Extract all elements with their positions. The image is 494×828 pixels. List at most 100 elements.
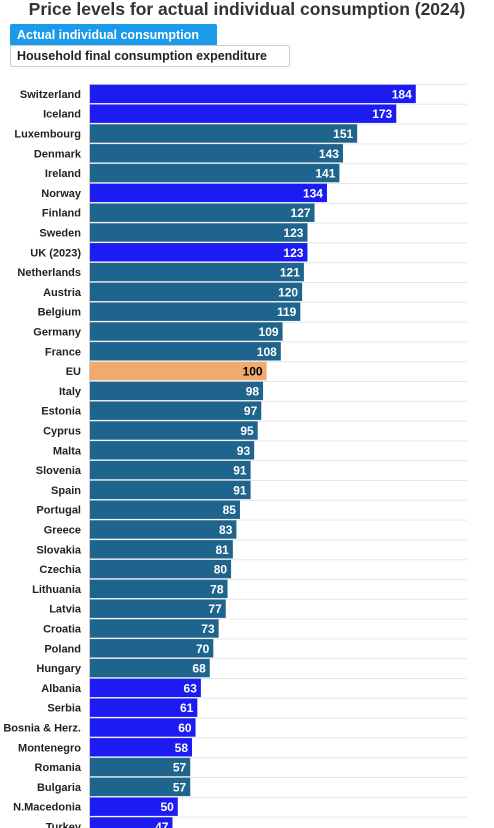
category-label-luxembourg: Luxembourg [14,129,81,141]
bar-slovakia[interactable] [89,540,233,559]
bar-montenegro[interactable] [89,738,193,757]
category-label-bulgaria: Bulgaria [37,782,82,794]
bar-austria[interactable] [89,282,303,302]
value-label-turkey: 47 [155,820,169,828]
bar-italy[interactable] [89,381,264,401]
bar-france[interactable] [89,342,281,361]
bar-netherlands[interactable] [89,262,304,282]
bar-sweden[interactable] [89,223,308,242]
bar-switzerland[interactable] [89,84,416,104]
category-label-poland: Poland [44,643,81,655]
bar-turkey[interactable] [89,817,173,828]
category-label-estonia: Estonia [41,406,82,418]
value-label-hungary: 68 [192,662,206,676]
bar-bosnia-herz[interactable] [89,718,196,737]
value-label-albania: 63 [184,681,198,695]
bar-eu[interactable] [89,361,267,381]
bar-norway[interactable] [89,183,327,203]
value-label-slovenia: 91 [233,464,247,478]
value-label-bosnia-herz: 60 [178,721,192,735]
category-label-n-macedonia: N.Macedonia [13,802,82,814]
value-label-belgium: 119 [277,305,297,319]
category-label-austria: Austria [43,287,82,299]
value-label-malta: 93 [237,444,251,458]
bar-ireland[interactable] [89,163,340,183]
category-label-montenegro: Montenegro [18,742,81,754]
bar-latvia[interactable] [89,599,226,618]
category-label-hungary: Hungary [36,663,82,675]
value-label-luxembourg: 151 [333,127,353,141]
tab-actual-individual-consumption[interactable]: Actual individual consumption [10,24,217,46]
category-label-latvia: Latvia [49,604,82,616]
value-label-denmark: 143 [319,147,339,161]
bar-czechia[interactable] [89,559,232,579]
value-label-iceland: 173 [372,107,392,121]
category-label-portugal: Portugal [36,505,81,517]
bar-uk-2023[interactable] [89,243,308,262]
bar-spain[interactable] [89,480,251,500]
value-label-serbia: 61 [180,701,194,715]
bar-malta[interactable] [89,441,255,460]
category-label-greece: Greece [44,525,81,537]
category-label-iceland: Iceland [43,109,81,121]
bar-germany[interactable] [89,322,283,341]
bar-lithuania[interactable] [89,579,228,599]
tab-household-final-consumption-expenditure[interactable]: Household final consumption expenditure [10,45,290,67]
value-label-austria: 120 [278,285,298,299]
value-label-bulgaria: 57 [173,780,187,794]
value-label-n-macedonia: 50 [160,800,174,814]
category-label-czechia: Czechia [39,564,81,576]
bar-serbia[interactable] [89,698,198,717]
bar-cyprus[interactable] [89,421,258,440]
bar-poland[interactable] [89,639,214,658]
bar-portugal[interactable] [89,500,240,519]
category-label-cyprus: Cyprus [43,426,81,438]
value-label-slovakia: 81 [215,543,229,557]
category-label-uk-2023: UK (2023) [30,247,81,259]
value-label-switzerland: 184 [392,87,412,101]
bar-hungary[interactable] [89,658,210,678]
value-label-sweden: 123 [283,226,303,240]
bar-luxembourg[interactable] [89,124,358,143]
category-label-finland: Finland [42,208,81,220]
category-label-slovakia: Slovakia [36,544,82,556]
bar-n-macedonia[interactable] [89,797,178,816]
category-label-sweden: Sweden [39,228,81,240]
bar-albania[interactable] [89,678,201,698]
category-label-romania: Romania [35,762,82,774]
chart-title: Price levels for actual individual consu… [28,0,466,19]
value-label-eu: 100 [243,365,263,379]
category-label-france: France [45,346,81,358]
bar-estonia[interactable] [89,401,262,420]
bar-slovenia[interactable] [89,460,251,480]
category-label-serbia: Serbia [47,703,82,715]
value-label-czechia: 80 [214,563,228,577]
bar-romania[interactable] [89,757,191,777]
value-label-france: 108 [257,345,277,359]
category-label-netherlands: Netherlands [17,267,81,279]
bar-croatia[interactable] [89,619,219,638]
bar-finland[interactable] [89,203,315,222]
category-label-germany: Germany [33,327,82,339]
value-label-estonia: 97 [244,404,258,418]
value-label-spain: 91 [233,483,247,497]
bar-bulgaria[interactable] [89,777,191,797]
category-label-denmark: Denmark [34,148,82,160]
value-label-latvia: 77 [208,602,222,616]
value-label-norway: 134 [303,186,323,200]
value-label-uk-2023: 123 [283,246,303,260]
category-label-bosnia-herz: Bosnia & Herz. [3,723,81,735]
bar-greece[interactable] [89,520,237,539]
value-label-finland: 127 [291,206,311,220]
category-label-turkey: Turkey [46,822,82,828]
bar-belgium[interactable] [89,302,301,321]
bar-iceland[interactable] [89,104,397,123]
value-label-montenegro: 58 [175,741,189,755]
value-label-ireland: 141 [315,167,335,181]
category-label-norway: Norway [41,188,82,200]
category-label-slovenia: Slovenia [36,465,82,477]
category-label-croatia: Croatia [43,624,82,636]
bar-denmark[interactable] [89,144,343,163]
category-label-lithuania: Lithuania [32,584,82,596]
